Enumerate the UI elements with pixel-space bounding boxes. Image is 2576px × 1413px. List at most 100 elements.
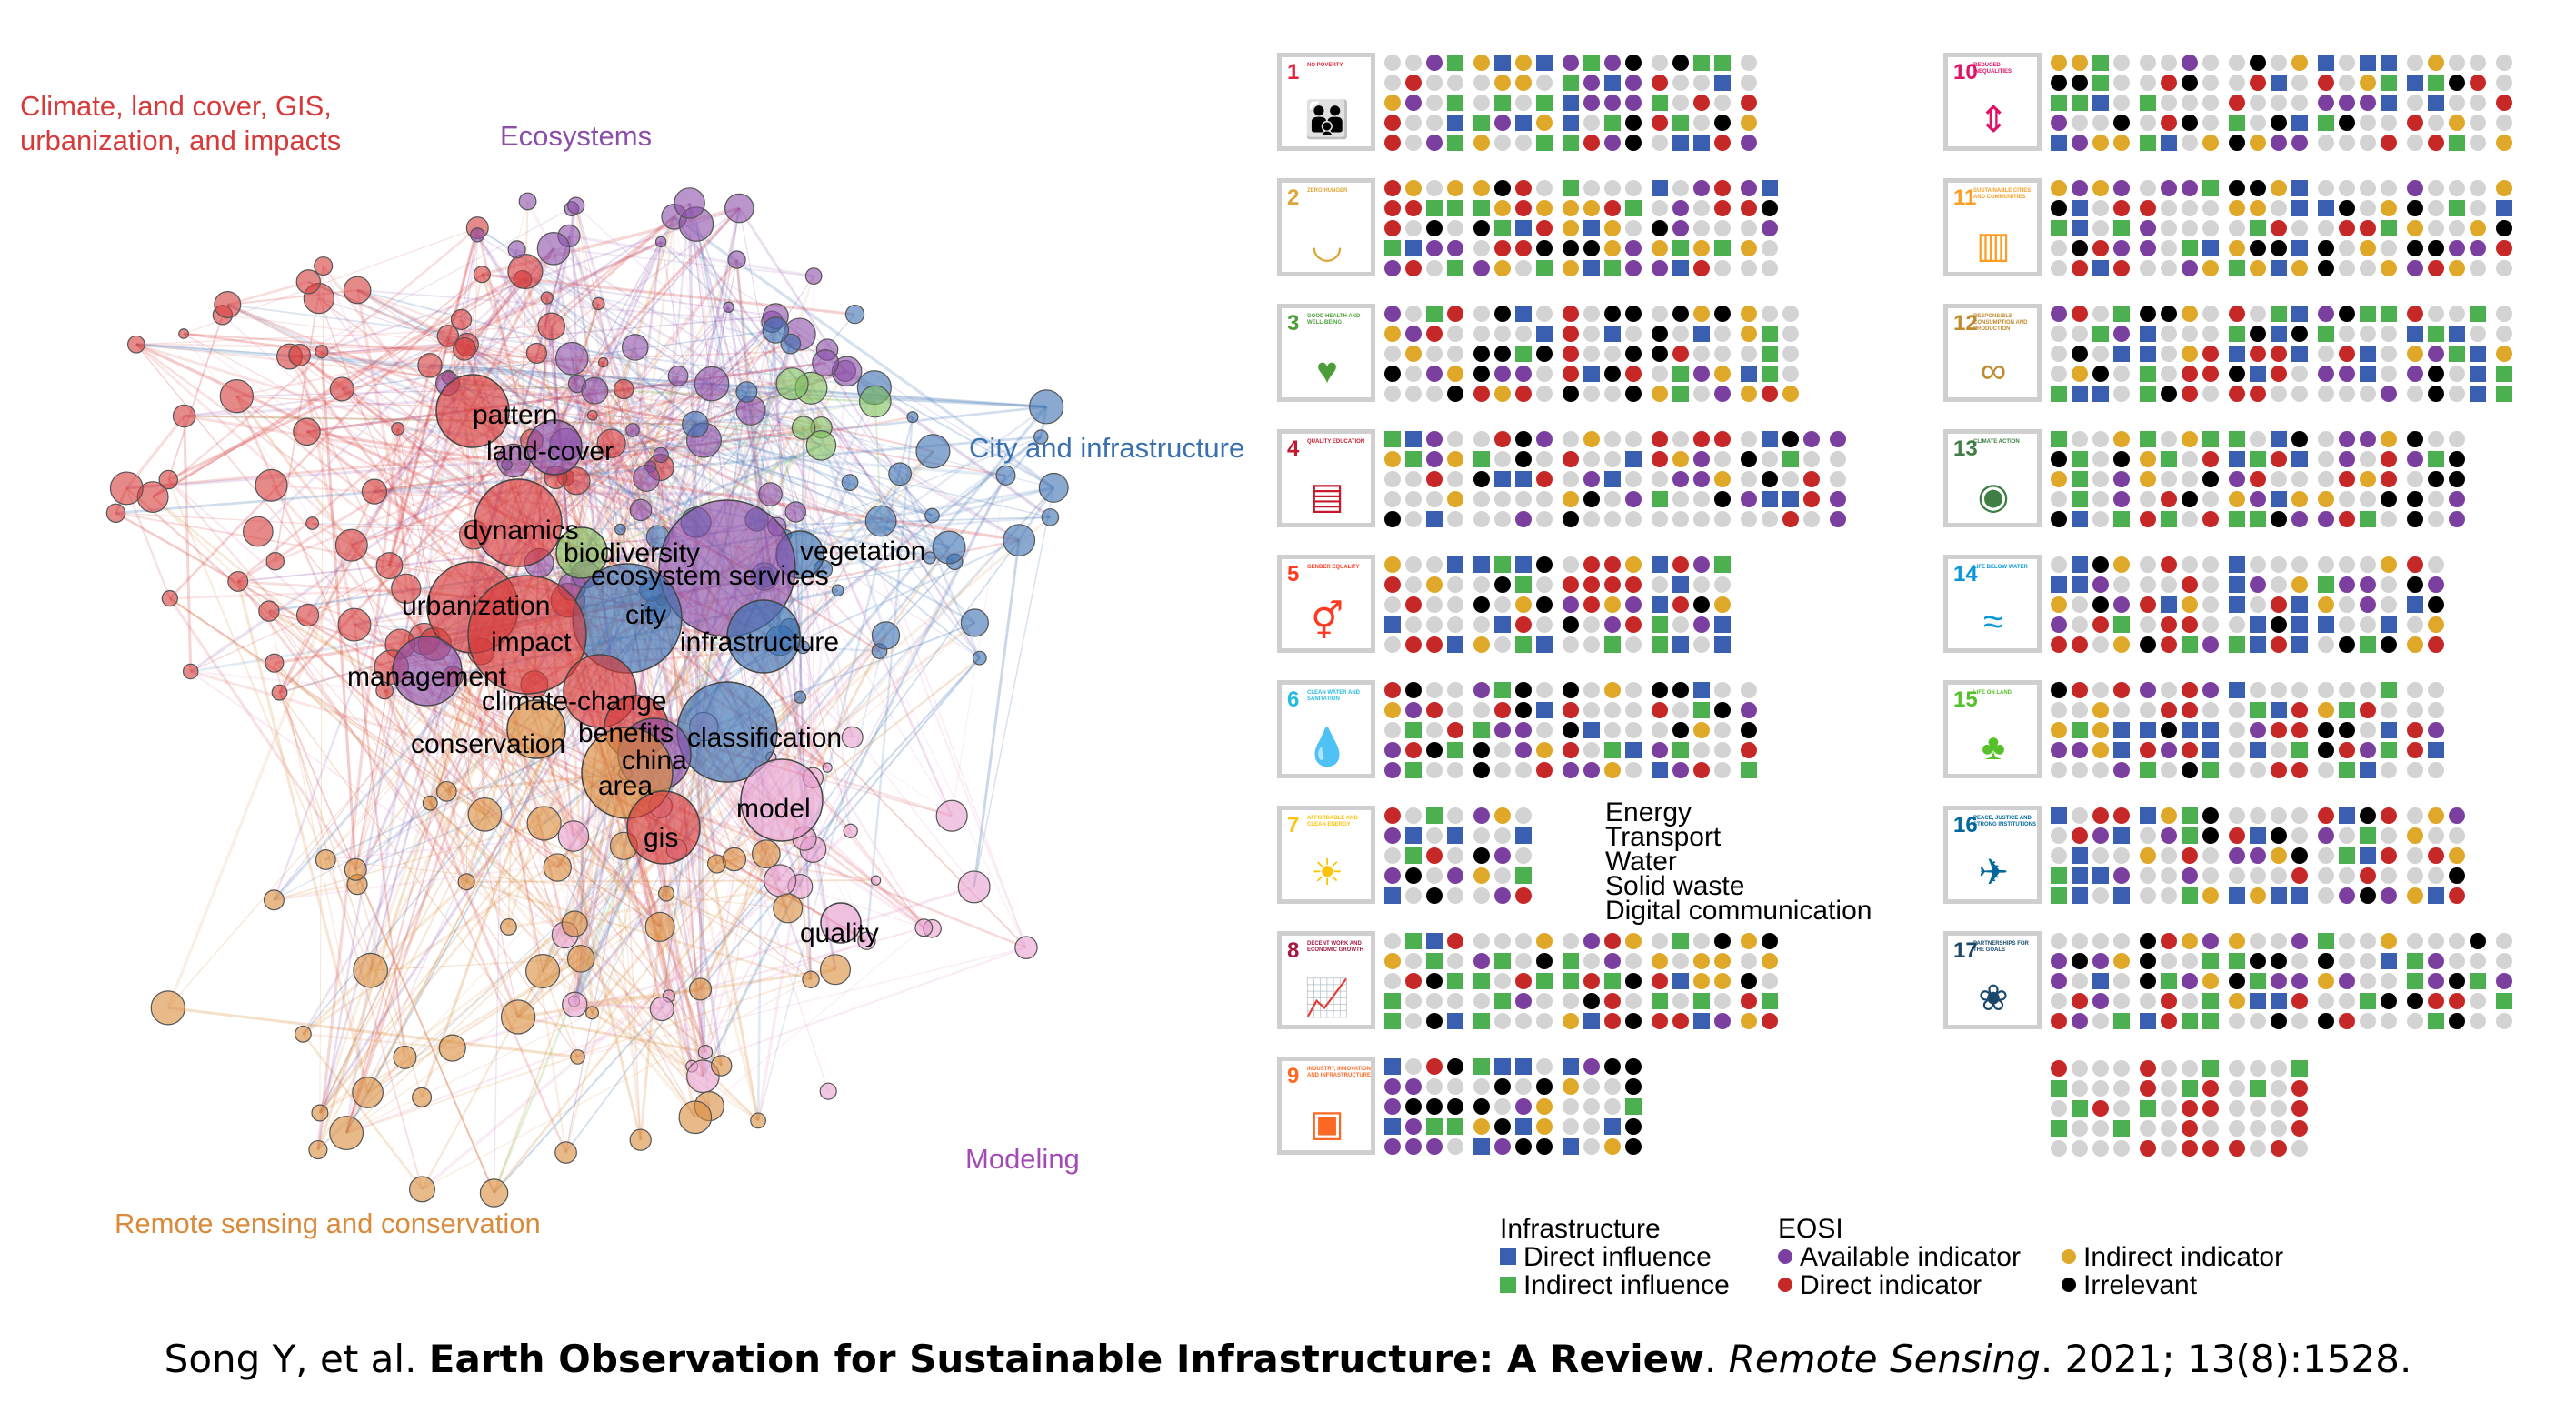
indicator-cell [2140, 1100, 2156, 1117]
indicator-cell [2250, 722, 2266, 738]
network-edge [345, 391, 748, 1134]
network-node [525, 954, 561, 989]
indicator-cell [1515, 973, 1532, 989]
indicator-cell [2496, 115, 2512, 131]
indicator-cell [2496, 953, 2512, 969]
indicator-cell [1604, 240, 1621, 256]
indicator-cell [1426, 973, 1443, 989]
indicator-cell [1494, 75, 1511, 91]
indicator-cell [1672, 366, 1689, 382]
indicator-cell [2407, 933, 2423, 949]
indicator-cell [2229, 451, 2245, 467]
network-edge [482, 273, 855, 316]
legend-infra-title: Infrastructure [1500, 1214, 1661, 1244]
indicator-cell [2360, 240, 2376, 256]
indicator-cell [2449, 260, 2465, 276]
indicator-cell [2092, 200, 2109, 216]
indicator-cell [2113, 762, 2130, 778]
indicator-cell [2113, 135, 2130, 151]
indicator-cell [2092, 366, 2109, 382]
indicator-cell [2339, 847, 2355, 864]
network-edge [318, 348, 829, 1114]
indicator-cell [2202, 220, 2219, 236]
network-node [337, 607, 372, 642]
indicator-cell [2182, 576, 2198, 593]
sdg-number: 8 [1287, 938, 1300, 963]
keyword-label: conservation [411, 729, 566, 759]
indicator-cell [1563, 511, 1579, 527]
indicator-cell [2051, 55, 2067, 71]
indicator-cell [2428, 306, 2444, 322]
indicator-cell [2051, 827, 2067, 844]
indicator-cell [2161, 366, 2177, 382]
indicator-cell [2051, 75, 2067, 91]
network-node [870, 875, 882, 886]
indicator-cell [2470, 366, 2486, 382]
indicator-cell [1384, 220, 1401, 236]
network-node [694, 366, 730, 402]
indicator-cell [1536, 55, 1553, 71]
indicator-cell [1384, 366, 1401, 382]
indicator-cell [1652, 762, 1668, 778]
indicator-cell [2428, 953, 2444, 969]
network-node [258, 600, 280, 622]
indicator-cell [1384, 762, 1401, 778]
network-node [507, 240, 526, 259]
network-edge [236, 581, 370, 1093]
network-node [644, 911, 675, 942]
network-node [436, 325, 460, 347]
indicator-cell [2496, 306, 2512, 322]
indicator-cell [2339, 616, 2355, 633]
indicator-cell [2360, 742, 2376, 758]
indicator-cell [1625, 135, 1642, 151]
indicator-cell [1625, 180, 1642, 196]
indicator-cell [1604, 576, 1621, 593]
indicator-cell [2161, 95, 2177, 111]
indicator-cell [2250, 762, 2266, 778]
indicator-cell [1563, 260, 1579, 276]
indicator-cell [2113, 1060, 2130, 1077]
network-edge [135, 326, 552, 346]
sdg-tile-9: 9 Industry, innovation and infrastructure… [1277, 1057, 1375, 1155]
indicator-cell [2428, 220, 2444, 236]
indicator-cell [2381, 1013, 2397, 1029]
sdg-name: Clean water and sanitation [1307, 690, 1360, 702]
network-edge [316, 383, 449, 1150]
indicator-cell [1583, 556, 1600, 573]
indicator-cell [1405, 240, 1422, 256]
indicator-cell [1563, 95, 1579, 111]
indicator-cell [2182, 993, 2198, 1009]
indicator-cell [1782, 366, 1799, 382]
indicator-cell [2113, 867, 2130, 884]
indicator-cell [2318, 827, 2334, 844]
indicator-cell [2182, 511, 2198, 527]
network-node [315, 849, 336, 870]
indicator-cell [2092, 867, 2109, 884]
indicator-cell [1405, 346, 1422, 362]
network-edge [183, 416, 193, 672]
indicator-cell [1426, 346, 1443, 362]
indicator-cell [1473, 887, 1490, 904]
indicator-cell [1672, 240, 1689, 256]
indicator-cell [1741, 55, 1757, 71]
indicator-cell [2250, 993, 2266, 1009]
indicator-cell [2339, 346, 2355, 362]
keyword-label: urbanization [402, 591, 551, 621]
indicator-cell [2360, 451, 2376, 467]
indicator-cell [2182, 220, 2198, 236]
network-edge [785, 436, 1042, 536]
indicator-cell [2140, 722, 2156, 738]
sdg-name: Industry, innovation and infrastructure [1307, 1067, 1371, 1078]
indicator-cell [1625, 55, 1642, 71]
indicator-cell [2072, 682, 2088, 698]
indicator-cell [2161, 240, 2177, 256]
indicator-cell [2072, 973, 2088, 989]
indicator-cell [1473, 55, 1490, 71]
indicator-cell [2449, 180, 2465, 196]
indicator-cell [2161, 511, 2177, 527]
network-node [972, 650, 987, 666]
network-edge [728, 306, 953, 817]
indicator-cell [2140, 616, 2156, 633]
indicator-cell [2428, 933, 2444, 949]
indicator-cell [1447, 260, 1463, 276]
